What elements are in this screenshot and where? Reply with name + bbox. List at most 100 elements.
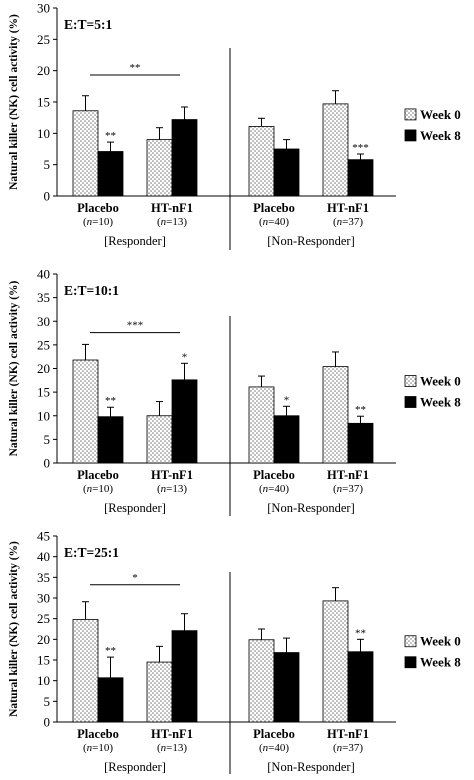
y-tick-label: 45 xyxy=(37,529,50,544)
sample-size-value: =40) xyxy=(268,742,289,754)
y-tick-label: 30 xyxy=(37,314,50,329)
comparison-significance: ** xyxy=(130,62,141,74)
legend-swatch-week-8 xyxy=(404,656,417,669)
y-tick-label: 0 xyxy=(44,715,51,730)
group-label-non-responder: [Non-Responder] xyxy=(267,234,354,248)
category-label: HT-nF1 xyxy=(327,201,369,215)
chart-panel-et-5-1: 0 5 10 15 20 25 30 Natural killer (NK) cell act… xyxy=(8,1,461,250)
y-tick-label: 10 xyxy=(37,408,50,423)
y-tick-label: 0 xyxy=(44,189,51,204)
y-tick-label: 10 xyxy=(37,673,50,688)
sample-size-label: (n=13) xyxy=(157,483,187,495)
category-label: Placebo xyxy=(253,201,295,215)
bar-week-0 xyxy=(248,126,275,197)
group-label-non-responder: [Non-Responder] xyxy=(267,760,354,774)
sample-size-value: =10) xyxy=(92,742,113,754)
sample-size-n: n xyxy=(161,216,167,228)
comparison-significance: *** xyxy=(127,320,144,332)
bar-week-0 xyxy=(146,415,173,464)
effector-target-ratio-label: E:T=10:1 xyxy=(64,283,119,298)
sample-size-label: (n=10) xyxy=(83,742,113,754)
bar-week-8 xyxy=(273,415,300,464)
sample-size-n: n xyxy=(161,483,167,495)
y-axis-label: Natural killer (NK) cell activity (%) xyxy=(8,541,20,717)
y-tick-label: 5 xyxy=(44,157,51,172)
category-label: HT-nF1 xyxy=(151,727,193,741)
sample-size-label: (n=40) xyxy=(259,216,289,228)
y-tick-label: 5 xyxy=(44,432,51,447)
bar-week-8 xyxy=(171,630,198,723)
category-label: Placebo xyxy=(77,727,119,741)
y-axis-label: Natural killer (NK) cell activity (%) xyxy=(8,280,20,456)
significance-marker: * xyxy=(182,351,188,363)
y-tick-label: 20 xyxy=(37,361,50,376)
legend-label-week-8: Week 8 xyxy=(420,128,461,143)
effector-target-ratio-label: E:T=5:1 xyxy=(64,17,112,32)
sample-size-n: n xyxy=(337,216,343,228)
sample-size-n: n xyxy=(263,216,269,228)
sample-size-label: (n=40) xyxy=(259,742,289,754)
significance-marker: ** xyxy=(105,130,116,142)
y-tick-label: 40 xyxy=(37,549,50,564)
y-tick-label: 40 xyxy=(37,267,50,282)
category-label: HT-nF1 xyxy=(327,468,369,482)
significance-marker: *** xyxy=(352,142,369,154)
sample-size-value: =10) xyxy=(92,216,113,228)
sample-size-n: n xyxy=(87,483,93,495)
y-tick-label: 20 xyxy=(37,632,50,647)
category-label: Placebo xyxy=(253,468,295,482)
legend-swatch-week-0 xyxy=(404,635,417,648)
y-tick-label: 25 xyxy=(37,337,50,352)
group-label-responder: [Responder] xyxy=(104,501,166,515)
sample-size-label: (n=10) xyxy=(83,483,113,495)
sample-size-n: n xyxy=(87,216,93,228)
bar-week-8 xyxy=(347,651,374,723)
y-axis-label: Natural killer (NK) cell activity (%) xyxy=(8,14,20,190)
bar-week-0 xyxy=(322,103,349,197)
bar-week-8 xyxy=(347,422,374,464)
sample-size-label: (n=13) xyxy=(157,742,187,754)
y-tick-label: 25 xyxy=(37,32,50,47)
significance-marker: ** xyxy=(105,645,116,657)
sample-size-label: (n=10) xyxy=(83,216,113,228)
legend-swatch-week-0 xyxy=(404,108,417,121)
sample-size-n: n xyxy=(161,742,167,754)
bar-week-8 xyxy=(273,652,300,723)
legend-label-week-0: Week 0 xyxy=(420,634,461,649)
legend-label-week-8: Week 8 xyxy=(420,655,461,670)
legend-label-week-0: Week 0 xyxy=(420,374,461,389)
sample-size-n: n xyxy=(87,742,93,754)
legend-swatch-week-8 xyxy=(404,396,417,408)
y-tick-label: 15 xyxy=(37,95,50,110)
sample-size-value: =13) xyxy=(166,216,187,228)
significance-marker: * xyxy=(284,394,290,406)
sample-size-value: =37) xyxy=(342,483,363,495)
bar-week-8 xyxy=(347,159,374,197)
y-tick-label: 30 xyxy=(37,591,50,606)
significance-marker: ** xyxy=(105,395,116,407)
y-tick-label: 30 xyxy=(37,1,50,16)
chart-panel-et-10-1: 0 5 10 15 20 25 30 35 40 Natural killer (NK) cell… xyxy=(8,267,461,516)
category-label: Placebo xyxy=(253,727,295,741)
sample-size-label: (n=37) xyxy=(333,742,363,754)
sample-size-value: =13) xyxy=(166,483,187,495)
y-tick-label: 25 xyxy=(37,611,50,626)
sample-size-n: n xyxy=(337,742,343,754)
bar-week-8 xyxy=(97,416,124,464)
category-label: HT-nF1 xyxy=(327,727,369,741)
legend-label-week-8: Week 8 xyxy=(420,395,461,410)
group-label-responder: [Responder] xyxy=(104,760,166,774)
bar-week-0 xyxy=(72,110,99,197)
sample-size-n: n xyxy=(263,742,269,754)
y-tick-label: 35 xyxy=(37,570,50,585)
y-tick-label: 20 xyxy=(37,63,50,78)
sample-size-value: =13) xyxy=(166,742,187,754)
group-label-non-responder: [Non-Responder] xyxy=(267,501,354,515)
sample-size-label: (n=37) xyxy=(333,216,363,228)
bar-week-8 xyxy=(97,677,124,723)
bar-week-0 xyxy=(146,661,173,723)
bar-week-8 xyxy=(97,151,124,197)
bar-week-8 xyxy=(171,379,198,464)
y-tick-label: 10 xyxy=(37,126,50,141)
bar-week-8 xyxy=(171,119,198,197)
